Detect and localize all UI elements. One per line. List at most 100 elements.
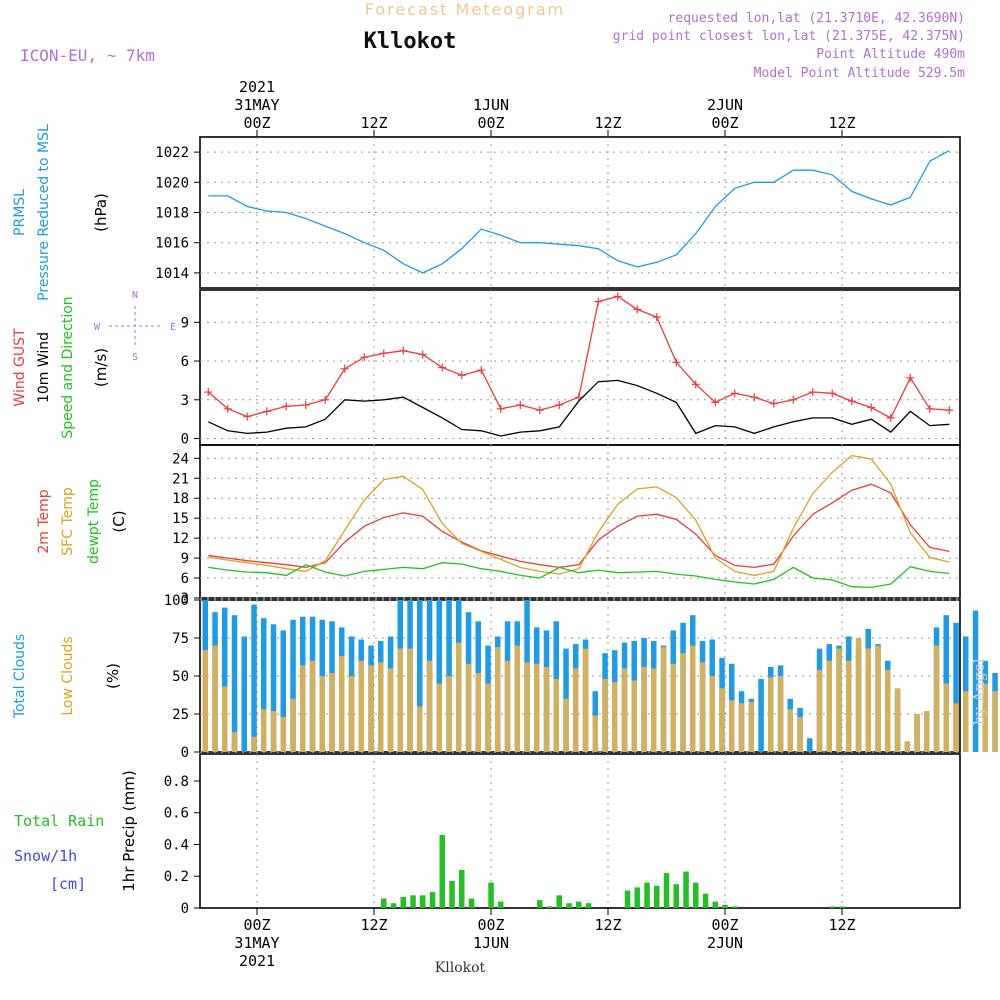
low-clouds-bar <box>602 679 608 752</box>
y-tick-label: 21 <box>172 471 189 487</box>
gust-marker <box>477 366 486 375</box>
point-altitude: Point Altitude 490m <box>816 47 965 62</box>
gust-marker <box>808 388 817 397</box>
gust-marker <box>516 400 525 409</box>
low-clouds-bar <box>261 709 267 752</box>
series-line-10m-wind <box>208 379 950 437</box>
y-tick-label: 25 <box>172 707 189 723</box>
series-line-2m-temp <box>208 483 950 569</box>
low-clouds-bar <box>485 683 491 752</box>
low-clouds-bar <box>846 660 852 752</box>
low-clouds-bar <box>992 691 998 752</box>
low-clouds-bar <box>475 673 481 752</box>
series-line-series-0 <box>208 150 950 274</box>
panel-frame <box>199 444 961 599</box>
low-clouds-bar <box>407 648 413 752</box>
low-clouds-bar <box>358 660 364 752</box>
gust-marker <box>496 404 505 413</box>
low-clouds-bar <box>426 660 433 752</box>
rain-bar <box>420 895 426 908</box>
low-clouds-bar <box>768 677 774 752</box>
low-clouds-bar <box>495 647 501 752</box>
rain-bar <box>663 873 670 908</box>
gust-marker <box>828 389 837 398</box>
y-tick-label: 0.4 <box>164 837 189 853</box>
compass-label: W <box>94 322 101 333</box>
y-tick-label: 18 <box>172 491 189 507</box>
low-clouds-bar <box>816 669 823 752</box>
low-clouds-bar <box>514 645 520 752</box>
rain-bar <box>381 898 387 908</box>
low-clouds-bar <box>943 683 949 752</box>
low-clouds-bar <box>680 653 686 752</box>
y-tick-label: 1022 <box>155 145 189 161</box>
y-tick-label: 75 <box>172 631 189 647</box>
gust-marker <box>789 395 798 404</box>
gust-marker <box>906 373 915 382</box>
low-clouds-bar <box>933 645 940 752</box>
gust-marker <box>438 363 447 372</box>
gust-marker <box>282 402 291 411</box>
low-clouds-bar <box>202 650 208 752</box>
footer-location: Kllokot <box>435 960 486 976</box>
low-clouds-bar <box>524 662 530 752</box>
rain-bar <box>693 882 699 908</box>
total-clouds-bar <box>231 615 238 752</box>
total-clouds-bar <box>222 607 228 752</box>
gust-marker <box>867 403 876 412</box>
y-tick-label: 0.6 <box>164 806 189 822</box>
time-axis-top-label: 2JUN <box>707 96 743 114</box>
panel-frame <box>199 753 961 909</box>
rain-bar <box>839 906 845 908</box>
panel-side-label: Pressure Reduced to MSL <box>36 124 52 301</box>
low-clouds-bar <box>875 645 881 752</box>
gust-marker <box>945 406 954 415</box>
model-altitude: Model Point Altitude 529.5m <box>754 66 965 81</box>
rain-bar <box>712 901 718 908</box>
rain-bar <box>644 882 650 908</box>
model-name: ICON-EU, ~ 7km <box>20 46 155 65</box>
low-clouds-bar <box>826 660 832 752</box>
y-tick-label: 6 <box>181 354 189 370</box>
time-axis-top-label: 12Z <box>594 114 621 132</box>
low-clouds-bar <box>894 688 901 752</box>
low-clouds-bar <box>953 703 959 752</box>
y-tick-label: 0.8 <box>164 774 189 790</box>
time-axis-bottom-label: 00Z <box>243 916 270 934</box>
low-clouds-bar <box>631 680 637 752</box>
time-axis-bottom-label: 00Z <box>711 916 738 934</box>
rain-bar <box>459 869 465 908</box>
gust-marker <box>301 400 310 409</box>
gust-marker <box>925 404 934 413</box>
low-clouds-bar <box>270 711 277 752</box>
gust-marker <box>750 393 759 402</box>
low-clouds-bar <box>641 666 647 752</box>
low-clouds-bar <box>534 663 540 752</box>
y-tick-label: 0.2 <box>164 869 189 885</box>
time-axis-top-label: 12Z <box>828 114 855 132</box>
rain-bar <box>429 892 436 908</box>
panel-side-label: [cm] <box>50 875 86 893</box>
time-axis-bottom-label: 2021 <box>239 952 275 970</box>
low-clouds-bar <box>690 645 696 752</box>
y-tick-label: 0 <box>181 745 189 761</box>
y-axis-label: 1hr Precip (mm) <box>120 770 138 891</box>
panel-side-label: SFC Temp <box>60 487 76 556</box>
time-axis-top-label: 12Z <box>360 114 387 132</box>
gust-marker <box>223 404 232 413</box>
rain-bar <box>410 895 416 908</box>
rain-bar <box>488 882 494 908</box>
gust-marker <box>652 313 661 322</box>
rain-bar <box>556 895 562 908</box>
time-axis-top-label: 31MAY <box>234 96 279 114</box>
low-clouds-bar <box>300 665 306 752</box>
low-clouds-bar <box>368 665 374 752</box>
chart-marks <box>202 150 998 908</box>
y-tick-label: 15 <box>172 511 189 527</box>
gust-marker <box>594 297 603 306</box>
gust-marker <box>633 305 642 314</box>
rain-bar <box>400 896 406 908</box>
total-clouds-bar <box>436 600 442 752</box>
rain-bar <box>673 884 679 908</box>
low-clouds-bar <box>290 698 296 752</box>
